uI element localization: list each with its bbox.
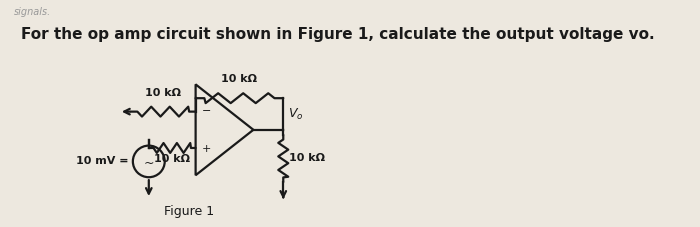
Text: signals.: signals. [14, 7, 51, 17]
Text: ~: ~ [144, 157, 154, 170]
Text: −: − [202, 106, 211, 116]
Text: 10 kΩ: 10 kΩ [145, 88, 181, 98]
Text: $V_o$: $V_o$ [288, 107, 304, 122]
Text: 10 kΩ: 10 kΩ [221, 74, 258, 84]
Text: For the op amp circuit shown in Figure 1, calculate the output voltage vo.: For the op amp circuit shown in Figure 1… [21, 27, 654, 42]
Text: 10 mV =: 10 mV = [76, 156, 129, 166]
Text: 10 kΩ: 10 kΩ [154, 154, 190, 164]
Text: Figure 1: Figure 1 [164, 205, 214, 218]
Text: 10 kΩ: 10 kΩ [289, 153, 326, 163]
Text: +: + [202, 144, 211, 154]
